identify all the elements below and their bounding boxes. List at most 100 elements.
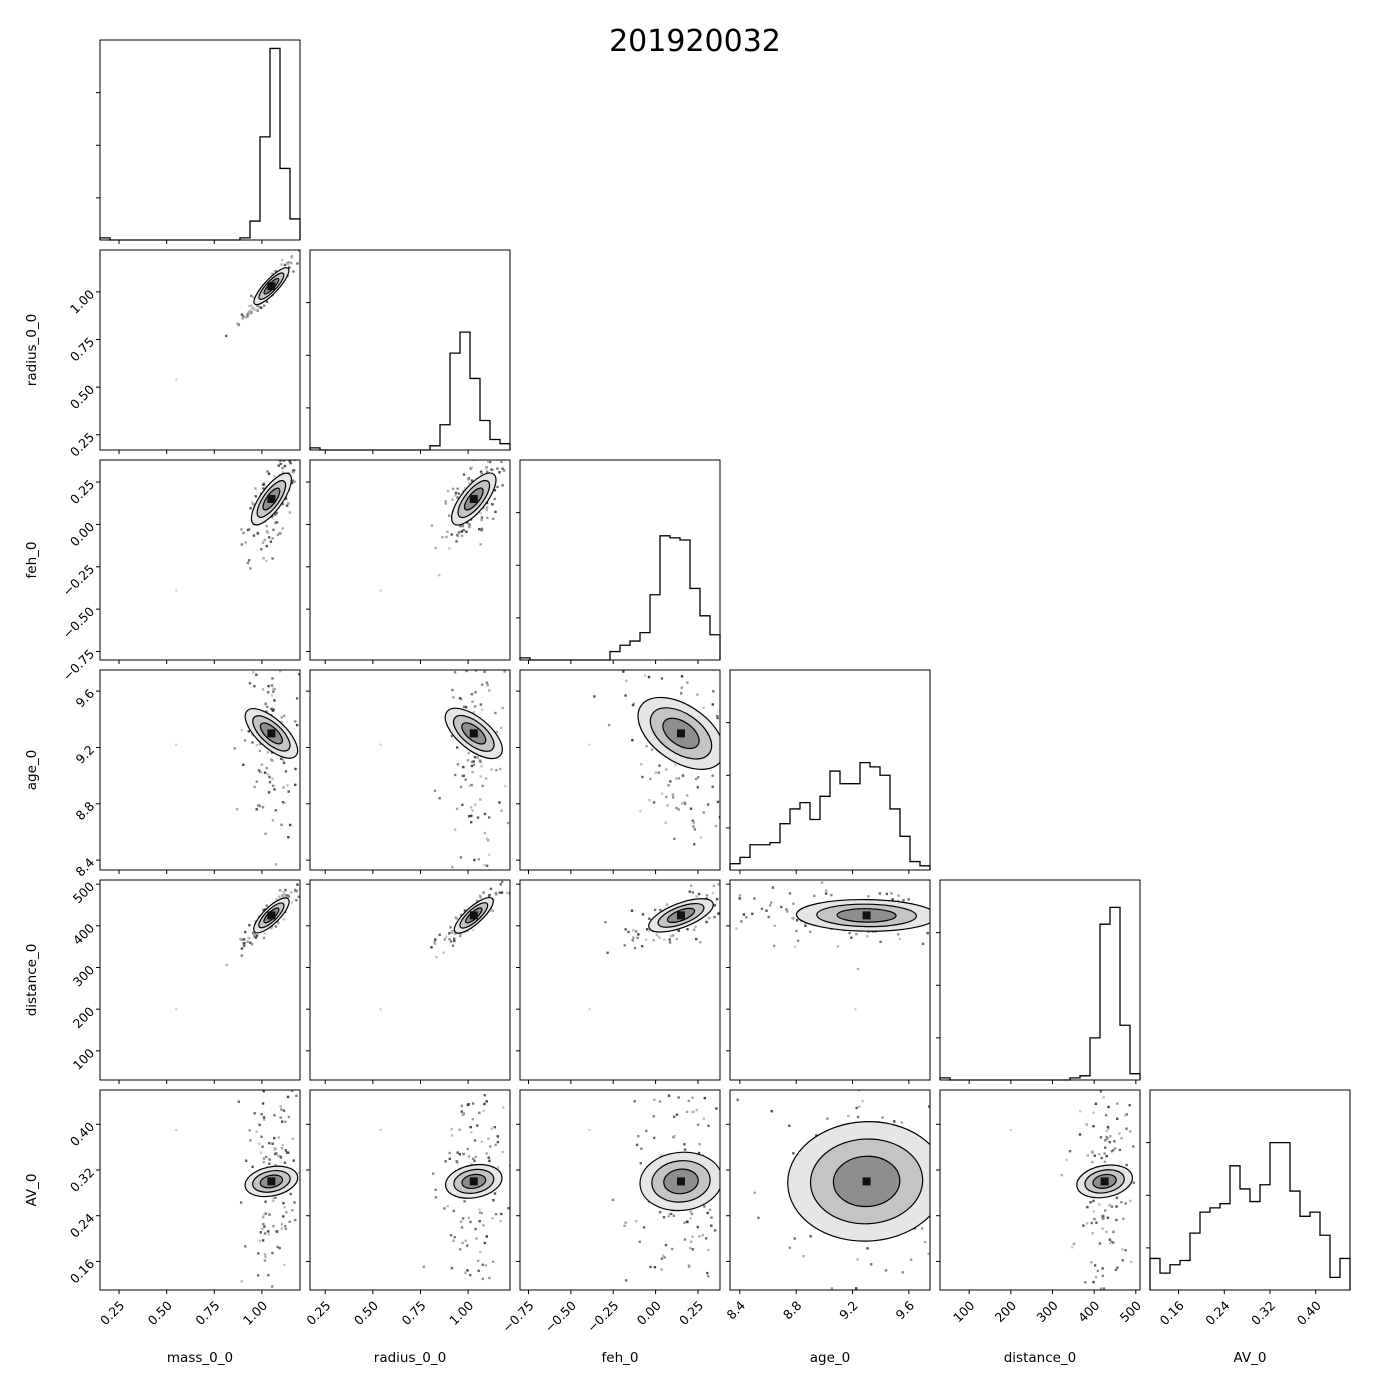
sample-point <box>280 1223 284 1226</box>
sample-point <box>506 891 509 894</box>
sample-point <box>255 1130 258 1133</box>
sample-point <box>477 858 480 861</box>
sample-point <box>921 942 925 945</box>
sample-point <box>496 485 499 489</box>
sample-point <box>667 1094 671 1097</box>
sample-point <box>265 544 268 548</box>
sample-point <box>274 1196 277 1199</box>
sample-point <box>1129 1296 1131 1298</box>
sample-point <box>663 1082 665 1084</box>
sample-point <box>745 916 748 919</box>
sample-point <box>246 314 249 318</box>
sample-point <box>1102 1287 1106 1290</box>
sample-point <box>485 1235 488 1238</box>
sample-point <box>259 627 261 629</box>
sample-point <box>296 262 299 265</box>
sample-point <box>258 305 261 309</box>
sample-point <box>290 901 293 904</box>
sample-point <box>303 831 305 833</box>
sample-point <box>247 528 251 531</box>
sample-point <box>475 1237 478 1240</box>
sample-point <box>260 1113 263 1116</box>
sample-point <box>795 929 798 933</box>
sample-point <box>692 825 695 828</box>
sample-point <box>244 930 247 934</box>
sample-point <box>470 821 473 824</box>
density-peak <box>677 1177 685 1186</box>
sample-point <box>909 1258 913 1261</box>
sample-point <box>507 436 509 438</box>
sample-point <box>273 788 276 791</box>
outlier-point <box>1009 1129 1012 1131</box>
sample-point <box>256 309 259 312</box>
outlier-point <box>379 1129 382 1131</box>
ytick-label-age_0: 9.2 <box>73 742 98 767</box>
sample-point <box>270 758 273 761</box>
ytick-label-age_0: 8.8 <box>73 798 98 823</box>
density-contours <box>453 896 494 934</box>
sample-point <box>479 896 482 899</box>
sample-point <box>699 941 702 944</box>
xtick-label-mass_0_0: 0.25 <box>97 1298 127 1328</box>
sample-point <box>957 1110 959 1112</box>
sample-point <box>445 535 448 539</box>
density-contours <box>253 897 290 934</box>
sample-point <box>490 468 493 471</box>
sample-point <box>454 916 457 919</box>
sample-point <box>946 902 948 904</box>
sample-point <box>269 628 271 630</box>
sample-point <box>487 839 490 842</box>
sample-point <box>290 256 293 259</box>
sample-point <box>478 1111 481 1114</box>
sample-point <box>476 899 479 903</box>
sample-point <box>742 913 746 916</box>
sample-point <box>669 934 673 938</box>
sample-point <box>815 1134 818 1137</box>
sample-point <box>959 1143 961 1145</box>
sample-point <box>1098 1203 1101 1206</box>
sample-point <box>725 727 727 729</box>
panel-feh_0-radius_0_0 <box>306 436 511 664</box>
sample-point <box>648 929 651 933</box>
sample-point <box>770 876 772 878</box>
ytick-label-AV_0: 0.16 <box>67 1256 97 1286</box>
sample-point <box>686 681 689 684</box>
sample-point <box>278 895 281 898</box>
sample-point <box>459 856 463 859</box>
sample-point <box>483 863 486 867</box>
sample-point <box>685 1220 689 1223</box>
sample-point <box>245 1159 248 1162</box>
sample-point <box>476 756 479 759</box>
density-peak <box>267 495 276 503</box>
sample-point <box>305 458 307 460</box>
panel-radius_0_0-radius_0_0 <box>306 249 511 454</box>
sample-point <box>488 689 491 692</box>
sample-point <box>434 938 437 941</box>
sample-point <box>255 808 258 811</box>
sample-point <box>438 797 441 800</box>
sample-point <box>885 892 889 896</box>
sample-point <box>643 674 647 677</box>
sample-point <box>501 467 504 470</box>
panel-frame <box>99 879 301 1081</box>
sample-point <box>270 751 274 754</box>
figure-title: 201920032 <box>609 24 781 59</box>
sample-point <box>462 1043 464 1045</box>
sample-point <box>1090 1221 1093 1225</box>
sample-point <box>271 677 274 680</box>
sample-point <box>485 1044 487 1046</box>
sample-point <box>699 836 703 839</box>
sample-point <box>274 664 276 666</box>
sample-point <box>298 250 300 252</box>
sample-point <box>467 481 471 484</box>
sample-point <box>440 1320 442 1322</box>
panel-AV_0-feh_0 <box>516 1082 721 1294</box>
sample-point <box>462 528 465 532</box>
sample-point <box>276 666 278 668</box>
sample-point <box>467 478 470 481</box>
sample-point <box>451 931 454 934</box>
sample-point <box>667 784 670 787</box>
sample-point <box>470 760 474 764</box>
sample-point <box>302 441 304 443</box>
sample-point <box>1118 1132 1121 1135</box>
